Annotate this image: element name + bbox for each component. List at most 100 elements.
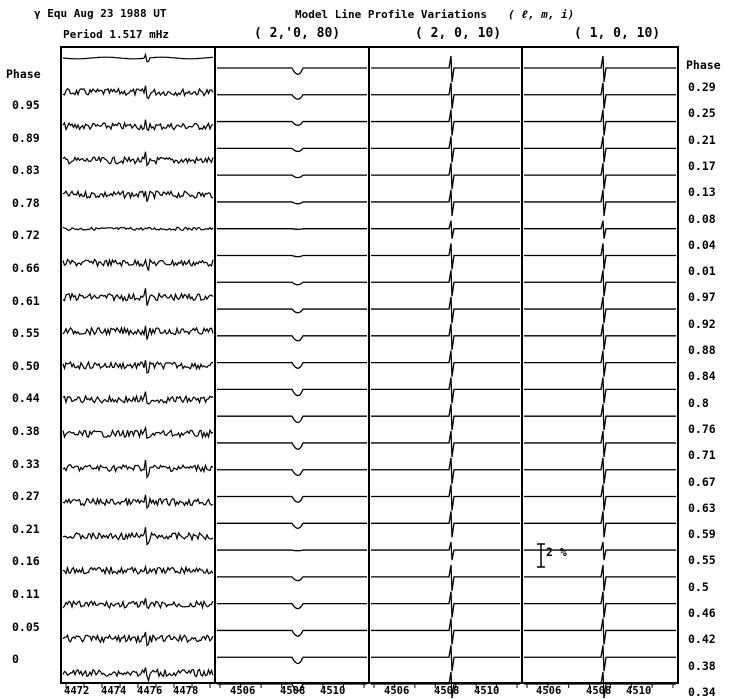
model-profile-line [371,564,520,591]
right-phase-label: 0.42 [688,632,716,647]
model-profile-line [524,564,676,591]
model-profile-line [524,109,676,136]
model-profile-line [217,281,367,286]
model-profile-line [217,683,367,692]
model-profile-line [371,189,520,217]
model-profile-line [524,163,676,190]
model-profile-line [371,377,520,404]
model-profile-line [371,270,520,297]
model-profile-line [524,484,676,511]
model-profile-line [371,243,520,270]
right-phase-label: 0.29 [688,80,716,94]
model-profile-line [371,457,520,484]
model-profile-line [217,308,367,314]
left-phase-label: 0.50 [12,358,40,373]
right-phase-label: 0.21 [688,132,716,147]
right-phase-label: 0.04 [688,237,716,252]
left-phase-label: 0.05 [12,619,40,634]
observed-spectrum-line [62,288,214,306]
x-tick-label: 4506 [384,685,410,697]
model-profile-line [217,120,367,126]
model-profile-line [524,323,676,350]
model-profile-line [524,377,676,404]
left-phase-label: 0.16 [12,554,40,569]
left-phase-label: 0.66 [12,261,40,275]
left-phase-label: 0.33 [12,456,40,471]
observed-spectrum-line [62,667,214,683]
model-profile-line [524,511,676,538]
model-profile-line [371,220,520,239]
observed-spectrum-line [62,151,214,167]
model-profile-line [371,430,520,458]
x-tick-label: 4506 [230,685,256,697]
right-phase-label: 0.8 [688,395,709,410]
right-phase-label: 0.71 [688,448,716,463]
model-profile-line [524,350,676,377]
left-phase-label: 0 [12,652,19,667]
right-phase-label: 0.46 [688,606,716,620]
model-profile-line [371,511,520,538]
observed-spectrum-line [62,459,214,480]
observed-spectrum-line [62,494,214,510]
x-tick-label: 4506 [536,685,562,697]
model-params: ( ℓ, m, i) [508,8,575,21]
observed-spectrum-line [62,189,214,202]
right-phase-label: 0.76 [688,421,716,436]
model-profile-line [217,335,367,342]
left-phase-label: 0.89 [12,130,40,145]
model-profile-line [524,645,676,672]
observed-spectrum-line [62,564,214,576]
model-profile-line [524,270,676,297]
model-profile-line [217,495,367,503]
observed-spectrum-line [62,631,214,647]
left-phase-label: 0.72 [12,228,40,243]
phase-heading-left: Phase [6,67,41,81]
model-profile-line [217,361,367,369]
x-tick-label: 4508 [280,685,306,697]
observed-spectrum-line [62,425,214,440]
observed-spectrum-line [62,391,214,405]
model-profile-line [524,243,676,270]
model-profile-line [371,618,520,645]
left-phase-label: 0.21 [12,521,40,536]
model-profile-line [371,671,520,699]
model-profile-line [524,671,676,699]
x-tick-label: 4510 [626,685,652,697]
model-profile-line [371,541,520,561]
model-profile-line [217,228,367,230]
model-profile-line [524,82,676,109]
right-phase-label: 0.84 [688,369,716,384]
left-phase-label: 0.27 [12,489,40,504]
model-profile-line [524,189,676,217]
left-phase-label: 0.78 [12,195,40,210]
model-profile-line [524,404,676,431]
x-tick-label: 4510 [320,685,346,697]
right-phase-label: 0.5 [688,579,709,594]
model-profile-line [524,591,676,618]
left-phase-label: 0.11 [12,587,40,601]
left-phase-label: 0.61 [12,293,40,308]
model-profile-line [524,541,676,561]
model-profile-line [217,603,367,610]
model-profile-line [371,350,520,377]
right-phase-label: 0.55 [688,553,716,568]
observed-spectrum-line [62,598,214,610]
model-profile-line [524,136,676,163]
right-phase-label: 0.38 [688,658,716,673]
model-profile-line [371,55,520,83]
right-phase-label: 0.01 [688,264,716,279]
observed-spectrum-line [62,119,214,132]
panel-title-2: ( 2, 0, 10) [415,26,502,41]
model-profile-line [371,136,520,163]
model-profile-line [371,404,520,431]
left-phase-label: 0.55 [12,326,40,341]
right-phase-label: 0.63 [688,500,716,515]
model-profile-line [217,174,367,179]
model-profile-line [524,618,676,645]
model-profile-line [217,147,367,153]
left-phase-label: 0.83 [12,163,40,178]
left-phase-label: 0.44 [12,391,40,406]
observed-spectrum-line [62,359,214,374]
scale-bar-label: 2 % [546,545,567,559]
right-phase-label: 0.08 [688,211,716,226]
